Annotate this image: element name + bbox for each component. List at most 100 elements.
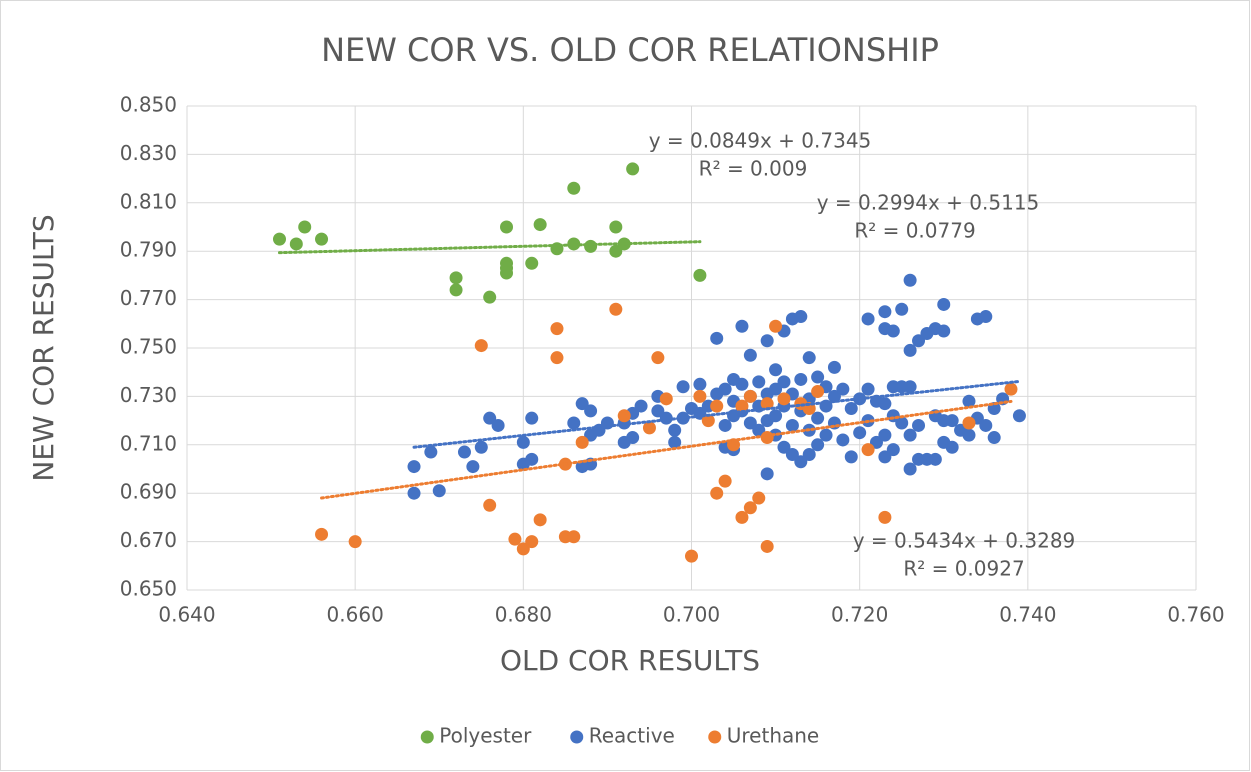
trendline-equation: R² = 0.009 [699, 157, 808, 181]
point [962, 428, 976, 442]
point [525, 452, 539, 466]
point [844, 402, 858, 415]
chart-title: NEW COR VS. OLD COR RELATIONSHIP [321, 31, 939, 69]
point [575, 435, 589, 449]
legend-swatch [708, 730, 722, 744]
point [516, 542, 530, 556]
y-tick-label: 0.790 [120, 238, 177, 262]
point [861, 443, 875, 457]
x-tick-label: 0.740 [999, 603, 1056, 627]
point [407, 460, 421, 474]
point [710, 486, 724, 500]
point [861, 312, 875, 326]
point [802, 447, 816, 461]
point [1004, 382, 1018, 396]
x-tick-label: 0.720 [831, 603, 888, 627]
point [979, 310, 993, 324]
trendline-equation: R² = 0.0927 [903, 557, 1024, 581]
legend-swatch [570, 730, 584, 744]
point [735, 319, 749, 333]
point [710, 399, 724, 413]
y-tick-label: 0.650 [120, 577, 177, 601]
point [735, 510, 749, 524]
x-axis-title: OLD COR RESULTS [500, 644, 760, 677]
point [457, 445, 471, 459]
point [886, 443, 900, 457]
point [735, 399, 749, 413]
point [769, 409, 783, 423]
point [474, 440, 488, 454]
legend-label: Urethane [727, 724, 819, 748]
trendline-equation: R² = 0.0779 [854, 219, 975, 243]
point [718, 382, 732, 396]
point [903, 343, 917, 357]
point [642, 421, 656, 435]
point [315, 527, 329, 541]
y-tick-label: 0.670 [120, 528, 177, 552]
legend-swatch [420, 730, 434, 744]
point [500, 220, 514, 234]
y-tick-label: 0.730 [120, 383, 177, 407]
point [752, 491, 766, 505]
trendline [412, 379, 1021, 449]
point [533, 218, 547, 232]
point [760, 397, 774, 411]
point [550, 351, 564, 365]
point [937, 324, 951, 338]
point [895, 302, 909, 316]
y-tick-label: 0.710 [120, 431, 177, 455]
y-axis-title: NEW COR RESULTS [27, 214, 60, 481]
point [651, 351, 665, 365]
point [424, 445, 438, 459]
trendline-equation: y = 0.5434x + 0.3289 [853, 529, 1076, 553]
point [718, 418, 732, 432]
point [626, 431, 640, 445]
point [811, 370, 825, 384]
point [584, 239, 598, 253]
point [785, 418, 799, 432]
point [853, 426, 867, 440]
y-tick-label: 0.750 [120, 335, 177, 359]
point [878, 305, 892, 319]
point [987, 431, 1001, 445]
point [760, 334, 774, 348]
x-tick-label: 0.760 [1167, 603, 1224, 627]
point [878, 397, 892, 411]
point [962, 416, 976, 430]
point [912, 418, 926, 432]
point [769, 363, 783, 377]
point [886, 324, 900, 338]
point [348, 535, 362, 549]
point [508, 532, 522, 546]
point [315, 232, 329, 246]
point [743, 501, 757, 515]
point [928, 452, 942, 466]
point [869, 435, 883, 449]
point [903, 273, 917, 287]
point [483, 290, 497, 304]
point [525, 256, 539, 270]
point [575, 397, 589, 411]
point [743, 389, 757, 403]
point [836, 433, 850, 447]
point [878, 450, 892, 464]
point [659, 411, 673, 425]
point [945, 414, 959, 428]
point [962, 394, 976, 408]
y-tick-label: 0.690 [120, 480, 177, 504]
y-tick-label: 0.830 [120, 141, 177, 165]
point [668, 435, 682, 449]
point [609, 302, 623, 316]
point [752, 423, 766, 437]
point [685, 549, 698, 563]
point [819, 428, 833, 442]
point [743, 416, 757, 430]
point [811, 385, 825, 399]
point [584, 404, 598, 418]
point [567, 416, 581, 430]
point [272, 232, 286, 246]
point [466, 460, 480, 474]
point [811, 438, 825, 452]
legend-label: Reactive [589, 724, 675, 748]
